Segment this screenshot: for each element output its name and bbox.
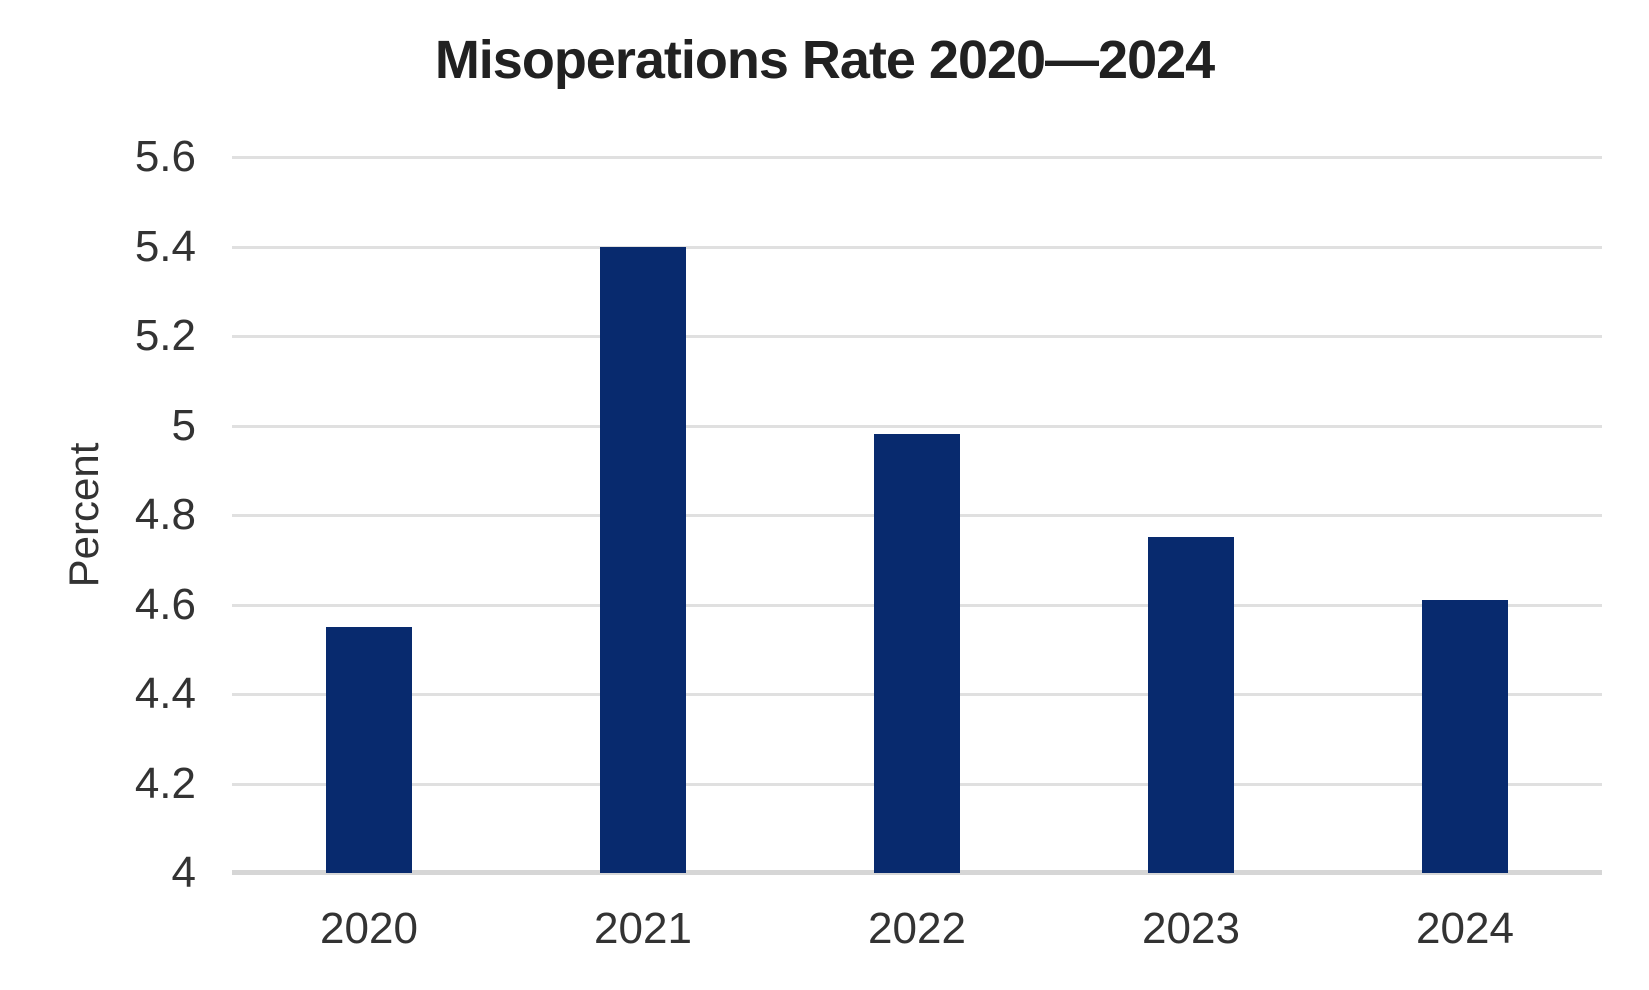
x-tick-label-2020: 2020 [320,904,418,953]
gridline-5.4 [232,245,1602,249]
y-tick-label-5: 5 [171,400,196,450]
x-tick-label-2021: 2021 [594,904,692,953]
y-tick-label-4.8: 4.8 [134,490,196,539]
chart-title: Misoperations Rate 2020—2024 [434,30,1215,90]
bar-2024 [1422,600,1508,873]
y-tick-label-5.2: 5.2 [134,311,196,360]
x-tick-label-2022: 2022 [868,904,966,953]
y-tick-label-5.4: 5.4 [134,221,196,271]
bar-2021 [600,246,686,873]
bar-2023 [1148,537,1234,873]
y-tick-label-5.6: 5.6 [134,132,196,181]
gridline-5.6 [232,156,1602,159]
x-tick-label-2023: 2023 [1142,904,1240,953]
bar-2020 [326,626,412,873]
y-tick-label-4.4: 4.4 [134,669,196,718]
gridline-5 [232,424,1602,428]
x-tick-label-2024: 2024 [1416,904,1514,953]
y-tick-label-4: 4 [171,848,196,897]
plot-area [232,156,1602,875]
y-tick-label-4.2: 4.2 [134,758,196,808]
y-tick-label-4.6: 4.6 [134,579,196,629]
gridline-5.2 [232,335,1602,338]
bar-2022 [874,434,960,873]
